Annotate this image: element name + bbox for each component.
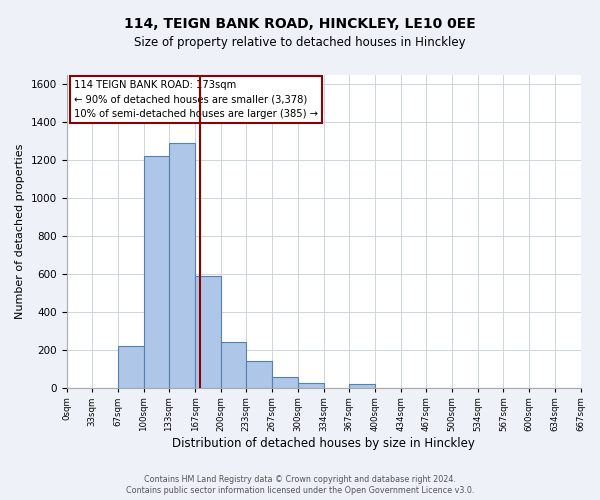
X-axis label: Distribution of detached houses by size in Hinckley: Distribution of detached houses by size …	[172, 437, 475, 450]
Bar	[118, 346, 143, 388]
Text: Contains HM Land Registry data © Crown copyright and database right 2024.: Contains HM Land Registry data © Crown c…	[144, 475, 456, 484]
Bar	[349, 384, 375, 388]
Text: 114 TEIGN BANK ROAD: 173sqm
← 90% of detached houses are smaller (3,378)
10% of : 114 TEIGN BANK ROAD: 173sqm ← 90% of det…	[74, 80, 318, 120]
Bar	[195, 276, 221, 388]
Bar	[169, 143, 195, 388]
Text: Contains public sector information licensed under the Open Government Licence v3: Contains public sector information licen…	[126, 486, 474, 495]
Bar	[272, 377, 298, 388]
Text: Size of property relative to detached houses in Hinckley: Size of property relative to detached ho…	[134, 36, 466, 49]
Bar	[221, 342, 246, 388]
Bar	[246, 361, 272, 388]
Bar	[298, 383, 324, 388]
Text: 114, TEIGN BANK ROAD, HINCKLEY, LE10 0EE: 114, TEIGN BANK ROAD, HINCKLEY, LE10 0EE	[124, 18, 476, 32]
Y-axis label: Number of detached properties: Number of detached properties	[15, 144, 25, 319]
Bar	[143, 156, 169, 388]
